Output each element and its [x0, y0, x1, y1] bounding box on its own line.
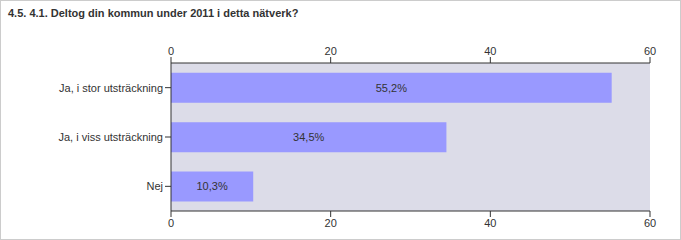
svg-text:60: 60 [644, 217, 656, 229]
svg-text:20: 20 [325, 217, 337, 229]
svg-text:60: 60 [644, 45, 656, 57]
html-text:4.5. 4.1. Deltog din kommun un: 4.5. 4.1. Deltog din kommun under 2011 i… [8, 7, 299, 19]
svg-text:55,2%: 55,2% [376, 82, 407, 94]
svg-text:34,5%: 34,5% [293, 131, 324, 143]
svg-text:10,3%: 10,3% [197, 180, 228, 192]
svg-text:0: 0 [168, 45, 174, 57]
svg-text:0: 0 [168, 217, 174, 229]
svg-text:Ja, i stor utsträckning: Ja, i stor utsträckning [59, 82, 163, 94]
svg-text:20: 20 [325, 45, 337, 57]
svg-text:Nej: Nej [146, 180, 163, 192]
svg-text:Ja, i viss utsträckning: Ja, i viss utsträckning [58, 131, 163, 143]
svg-text:40: 40 [484, 217, 496, 229]
svg-text:40: 40 [484, 45, 496, 57]
